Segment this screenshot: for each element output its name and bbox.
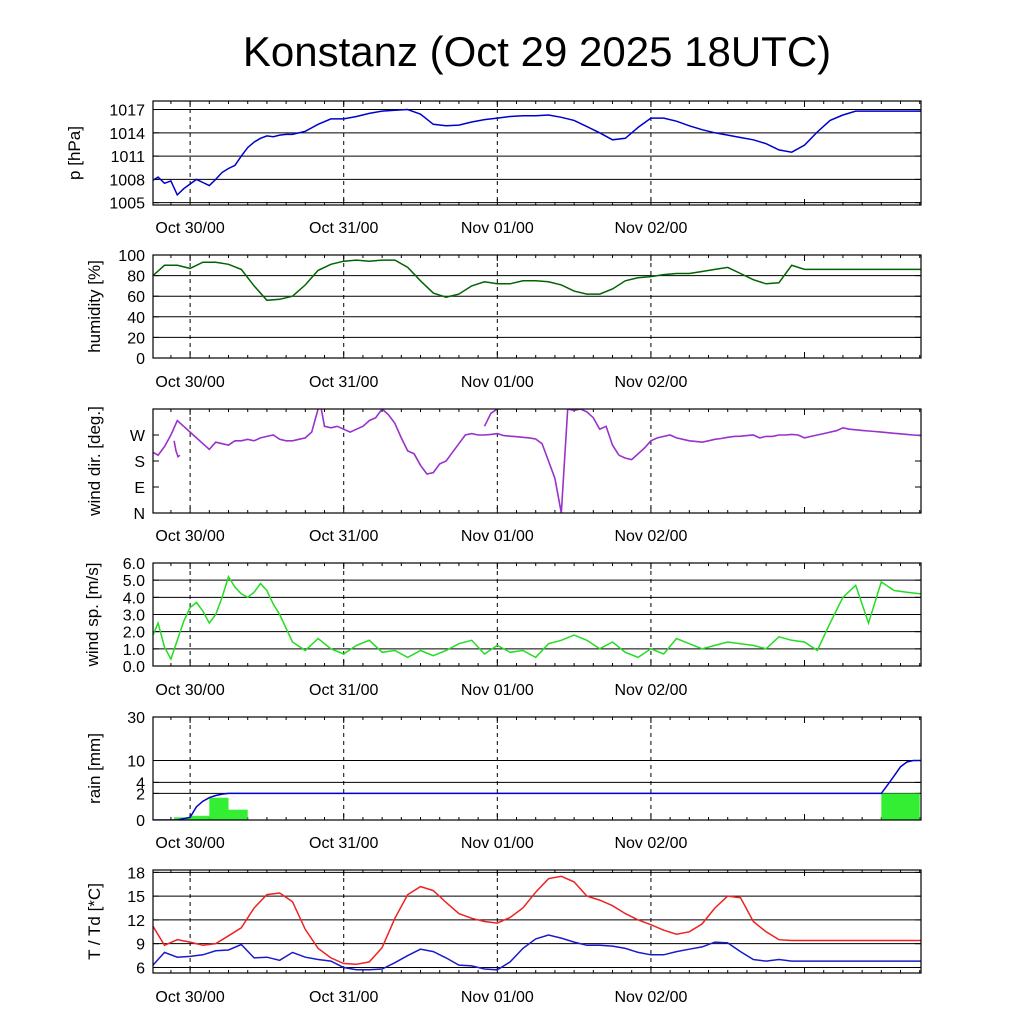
panel-frame (152, 869, 922, 974)
x-tick-label: Oct 31/00 (309, 220, 378, 237)
rain-bar (881, 793, 901, 820)
panel-frame (152, 716, 922, 821)
panel-frame (152, 408, 922, 514)
panel-frame (152, 100, 922, 206)
y-tick-label: W (130, 428, 146, 445)
y-tick-label: 1008 (109, 172, 145, 189)
y-tick-label: 0 (136, 813, 145, 830)
y-axis-label: T / Td [*C] (85, 883, 104, 960)
y-tick-label: 1011 (111, 149, 146, 166)
y-tick-label: N (133, 506, 145, 523)
x-tick-label: Oct 30/00 (155, 528, 224, 545)
wind-direction-trace (483, 409, 501, 427)
series-line-0 (153, 875, 921, 966)
x-tick-label: Nov 02/00 (614, 835, 687, 852)
y-tick-label: 15 (127, 889, 145, 906)
x-tick-label: Oct 30/00 (155, 989, 224, 1006)
x-tick-label: Oct 30/00 (155, 220, 224, 237)
x-tick-label: Nov 01/00 (461, 220, 534, 237)
x-tick-label: Oct 30/00 (155, 682, 224, 699)
series-line-1 (153, 759, 921, 820)
x-tick-label: Oct 30/00 (155, 835, 224, 852)
y-tick-label: 4 (136, 775, 145, 792)
y-tick-label: 18 (127, 865, 145, 882)
x-tick-label: Nov 02/00 (614, 528, 687, 545)
y-tick-label: 1014 (109, 126, 145, 143)
x-tick-label: Oct 31/00 (309, 374, 378, 391)
x-tick-label: Oct 31/00 (309, 989, 378, 1006)
x-tick-label: Oct 30/00 (155, 374, 224, 391)
x-tick-label: Oct 31/00 (309, 835, 378, 852)
x-tick-label: Nov 01/00 (461, 989, 534, 1006)
y-tick-label: 20 (127, 330, 145, 347)
x-tick-label: Nov 01/00 (461, 528, 534, 545)
x-tick-label: Nov 02/00 (614, 682, 687, 699)
y-tick-label: 1005 (109, 196, 145, 213)
y-axis-label: p [hPa] (65, 126, 84, 180)
rain-bar (190, 815, 210, 820)
y-tick-label: 12 (127, 913, 145, 930)
y-tick-label: 60 (127, 289, 145, 306)
panel-frame (152, 254, 922, 359)
y-tick-label: 1017 (109, 103, 145, 120)
rain-bar (900, 793, 920, 820)
x-tick-label: Nov 02/00 (614, 220, 687, 237)
y-tick-label: 2 (136, 786, 145, 803)
wind-direction-trace (153, 409, 319, 457)
y-tick-label: 6 (136, 960, 145, 977)
rain-bar (209, 797, 229, 820)
x-tick-label: Nov 01/00 (461, 682, 534, 699)
y-axis-label: wind dir. [deg.] (85, 406, 104, 517)
rain-bar (228, 809, 248, 820)
wind-direction-trace (381, 409, 620, 513)
y-tick-label: 6.0 (123, 556, 145, 573)
panel-frame (152, 562, 922, 667)
y-tick-label: 4.0 (123, 590, 145, 607)
y-tick-label: 5.0 (123, 573, 145, 590)
y-axis-label: wind sp. [m/s] (83, 563, 102, 668)
series-line-0 (153, 259, 921, 302)
series-line-0 (153, 574, 921, 661)
x-tick-label: Nov 01/00 (461, 835, 534, 852)
y-tick-label: 3.0 (123, 608, 145, 625)
y-tick-label: E (134, 480, 145, 497)
y-tick-label: 100 (118, 248, 145, 265)
y-tick-label: 1.0 (123, 642, 145, 659)
y-tick-label: 2.0 (123, 625, 145, 642)
y-tick-label: 9 (136, 937, 145, 954)
wind-direction-trace (618, 426, 921, 461)
y-tick-label: 0 (136, 351, 145, 368)
x-tick-label: Oct 31/00 (309, 528, 378, 545)
x-tick-label: Nov 02/00 (614, 989, 687, 1006)
wind-direction-trace (173, 440, 181, 459)
y-tick-label: 0.0 (123, 659, 145, 676)
x-tick-label: Nov 01/00 (461, 374, 534, 391)
chart-title: Konstanz (Oct 29 2025 18UTC) (243, 28, 831, 75)
y-axis-label: humidity [%] (85, 260, 104, 353)
series-line-1 (153, 934, 921, 971)
y-tick-label: 80 (127, 269, 145, 286)
y-axis-label: rain [mm] (85, 733, 104, 804)
wind-direction-trace (320, 409, 383, 433)
y-tick-label: 10 (127, 754, 145, 771)
y-tick-label: 40 (127, 310, 145, 327)
y-tick-label: 30 (127, 710, 145, 727)
x-tick-label: Nov 02/00 (614, 374, 687, 391)
y-tick-label: S (134, 454, 145, 471)
x-tick-label: Oct 31/00 (309, 682, 378, 699)
series-line-0 (153, 108, 921, 197)
